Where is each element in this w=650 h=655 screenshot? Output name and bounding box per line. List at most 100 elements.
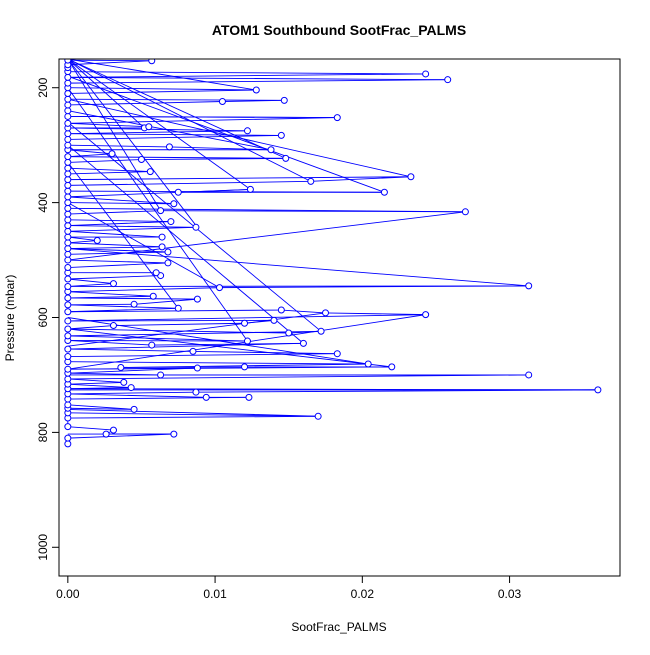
data-point <box>64 95 72 103</box>
series-line-segment <box>67 314 426 322</box>
series-line-segment <box>67 211 466 261</box>
data-point <box>64 59 72 64</box>
series-line-segment <box>67 73 426 78</box>
data-point <box>444 76 452 84</box>
series-line-segment <box>67 426 114 431</box>
series-line-segment <box>67 297 198 300</box>
data-point <box>193 364 201 372</box>
data-point <box>243 127 251 135</box>
data-point <box>322 309 330 317</box>
series-line-segment <box>67 433 174 439</box>
data-point <box>64 317 72 325</box>
data-point <box>170 200 178 208</box>
data-point <box>64 256 72 264</box>
data-point <box>64 112 72 120</box>
data-point <box>280 96 288 104</box>
data-point <box>525 282 533 290</box>
data-point <box>117 363 125 371</box>
series-line-segment <box>67 59 251 190</box>
data-point <box>64 375 72 383</box>
data-point <box>64 301 72 309</box>
series-line-segment <box>67 71 426 75</box>
data-point <box>64 164 72 172</box>
data-point <box>64 440 72 448</box>
data-point <box>388 363 396 371</box>
data-point <box>64 233 72 241</box>
data-point <box>422 311 430 319</box>
series-line-segment <box>67 60 152 66</box>
data-point <box>64 199 72 207</box>
y-axis: 200 400 600 800 1000 <box>36 77 60 561</box>
data-point <box>314 412 322 420</box>
series-line-segment <box>67 162 179 309</box>
series-line-segment <box>67 248 168 253</box>
series-line-segment <box>281 309 326 314</box>
series-line-segment <box>67 367 198 374</box>
series-line-segment <box>67 144 304 344</box>
series-line-segment <box>67 275 161 280</box>
series-line-segment <box>67 342 304 350</box>
data-point <box>64 107 72 115</box>
x-tick-label: 0.02 <box>351 587 375 601</box>
data-point <box>64 325 72 333</box>
data-point <box>64 423 72 431</box>
data-point <box>285 329 293 337</box>
data-point <box>64 187 72 195</box>
series-line-segment <box>67 230 163 238</box>
series-line-segment <box>67 240 98 244</box>
data-point <box>64 135 72 143</box>
x-tick-label: 0.01 <box>203 587 227 601</box>
data-point <box>64 101 72 109</box>
series-line-segment <box>67 312 326 347</box>
series-line-segment <box>67 167 151 173</box>
data-point <box>158 233 166 241</box>
data-point <box>64 250 72 258</box>
data-point <box>64 170 72 178</box>
series-line-segment <box>67 190 385 193</box>
data-point <box>130 405 138 413</box>
data-point <box>64 79 72 87</box>
series-line-segment <box>67 153 113 158</box>
series-line-segment <box>67 309 282 313</box>
data-point <box>145 123 153 131</box>
data-point <box>170 430 178 438</box>
series-line-segment <box>67 248 529 287</box>
data-point <box>158 243 166 251</box>
data-point <box>127 384 135 392</box>
series-line-segment <box>325 312 426 316</box>
data-point <box>120 378 128 386</box>
data-point <box>64 216 72 224</box>
series-line-segment <box>67 225 196 228</box>
data-point <box>148 341 156 349</box>
data-point <box>64 332 72 340</box>
series-line-segment <box>67 287 220 293</box>
series-line-segment <box>67 295 154 299</box>
series-line-segment <box>67 219 171 223</box>
data-point <box>333 114 341 122</box>
series-line-segment <box>67 393 207 398</box>
series-line-segment <box>67 404 135 410</box>
data-point <box>317 327 325 335</box>
series-line-segment <box>67 79 448 84</box>
data-point <box>64 308 72 316</box>
series-line-segment <box>67 59 311 182</box>
series-line-segment <box>67 75 385 193</box>
data-point <box>192 388 200 396</box>
data-point <box>102 430 110 438</box>
x-axis: 0.00 0.01 0.02 0.03 <box>56 575 522 601</box>
series-line-segment <box>67 361 369 365</box>
series-line-segment <box>67 87 248 342</box>
data-point <box>146 168 154 176</box>
series-line-segment <box>67 221 171 227</box>
series-line-segment <box>67 278 114 285</box>
data-point <box>277 131 285 139</box>
x-tick-label: 0.00 <box>56 587 80 601</box>
series-line-segment <box>67 115 338 119</box>
series-line-segment <box>67 319 274 322</box>
series-lines <box>67 59 598 444</box>
data-point <box>152 269 160 277</box>
data-point <box>64 176 72 184</box>
data-point <box>93 237 101 245</box>
series-line-segment <box>67 374 529 380</box>
